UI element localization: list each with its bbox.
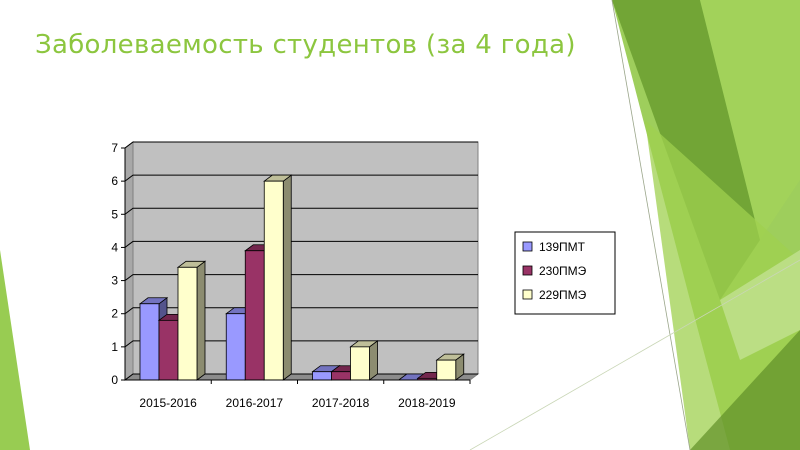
y-tick-label: 6 (111, 174, 118, 188)
deco-shard-3 (700, 0, 800, 240)
bar-front (139, 303, 160, 381)
bar-front (158, 319, 179, 381)
gridline (124, 307, 478, 315)
bar-front (436, 359, 457, 381)
bar (435, 353, 465, 381)
bar-front (312, 371, 332, 381)
bar (263, 174, 293, 381)
slide-title: Заболеваемость студентов (за 4 года) (35, 30, 576, 60)
bar-side (282, 174, 292, 381)
legend-label: 139ПМТ (539, 240, 586, 254)
y-tick-label: 0 (111, 373, 118, 387)
deco-shard-6 (720, 250, 800, 360)
legend-label: 229ПМЭ (539, 288, 587, 302)
x-tick-label: 2017-2018 (312, 396, 370, 410)
deco-line-2 (469, 259, 800, 450)
y-tick-label: 7 (111, 141, 118, 155)
deco-shard-5 (690, 330, 800, 450)
y-tick-label: 1 (111, 340, 118, 354)
legend-label: 230ПМЭ (539, 264, 587, 278)
legend-swatch (522, 241, 533, 252)
bar (349, 340, 379, 381)
gridline (124, 141, 478, 149)
bar (176, 260, 207, 381)
y-tick-label: 3 (111, 274, 118, 288)
legend: 139ПМТ 230ПМЭ 229ПМЭ (514, 231, 616, 315)
y-tick-label: 2 (111, 307, 118, 321)
bar-front (244, 250, 265, 381)
bar-front (225, 313, 246, 381)
legend-swatch (522, 265, 533, 276)
bar-side (369, 340, 378, 381)
bars (138, 174, 465, 381)
deco-shard-left (0, 250, 30, 450)
gridline (124, 174, 478, 182)
legend-swatch (522, 289, 533, 300)
gridline (124, 274, 478, 281)
x-tick-label: 2016-2017 (226, 396, 284, 410)
x-tick-label: 2018-2019 (398, 396, 456, 410)
bar-front (177, 266, 198, 381)
deco-shard-4 (645, 120, 800, 450)
y-tick-label: 5 (111, 207, 118, 221)
bar-front (331, 371, 351, 381)
y-tick-label: 4 (111, 240, 118, 254)
axes: 0 1 2 3 4 5 6 7 2015-2016 2016-2017 2017-2018 2018-… (111, 141, 471, 410)
gridline (124, 207, 478, 215)
deco-line-1 (611, 0, 691, 450)
bar-front (263, 180, 284, 381)
bar-side (196, 260, 206, 381)
gridline (124, 240, 478, 248)
x-tick-label: 2015-2016 (139, 396, 197, 410)
bar-front (350, 346, 370, 381)
